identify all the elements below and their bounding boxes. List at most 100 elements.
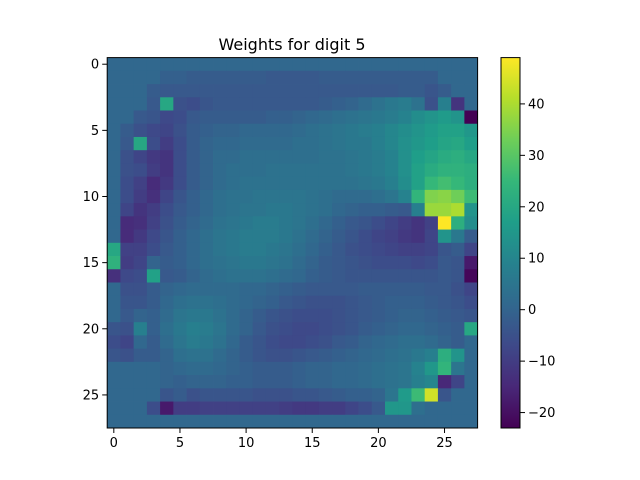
heatmap-cell (305, 242, 320, 257)
heatmap-cell (345, 308, 359, 323)
heatmap-cell (385, 242, 399, 257)
heatmap-cell (213, 308, 227, 323)
heatmap-cell (252, 70, 267, 85)
heatmap-cell (160, 401, 174, 416)
heatmap-cell (226, 308, 240, 323)
heatmap-cell (120, 269, 135, 283)
heatmap-cell (133, 229, 148, 244)
heatmap-cell (292, 123, 307, 138)
heatmap-cell (265, 70, 280, 85)
x-tick-label: 0 (110, 436, 118, 451)
heatmap-cell (120, 401, 135, 416)
heatmap-cell (279, 123, 293, 138)
heatmap-cell (292, 388, 307, 402)
heatmap-cell (424, 216, 439, 230)
heatmap-cell (213, 388, 227, 402)
heatmap-cell (226, 375, 240, 389)
heatmap-cell (265, 136, 280, 151)
heatmap-cell (279, 57, 293, 72)
heatmap-cell (451, 163, 465, 178)
heatmap-cell (160, 70, 174, 85)
heatmap-cell (107, 308, 121, 323)
heatmap-cell (451, 176, 465, 191)
heatmap-cell (318, 282, 333, 297)
heatmap-cell (411, 256, 426, 270)
heatmap-cell (279, 282, 293, 297)
heatmap-cell (252, 242, 267, 257)
heatmap-cell (437, 308, 452, 323)
heatmap-cell (411, 110, 426, 125)
heatmap-cell (226, 150, 240, 164)
heatmap-cell (345, 375, 359, 389)
heatmap-cell (437, 295, 452, 310)
heatmap-cell (279, 242, 293, 257)
heatmap-cell (292, 176, 307, 191)
colorbar-tick-label: 30 (528, 149, 545, 164)
heatmap-cell (146, 295, 161, 310)
heatmap-cell (199, 335, 214, 350)
heatmap-cell (292, 414, 307, 429)
heatmap-cell (120, 414, 135, 429)
colorbar (501, 57, 520, 428)
heatmap-cell (133, 176, 148, 191)
heatmap-cell (411, 229, 426, 244)
heatmap-cell (252, 84, 267, 98)
heatmap-cell (464, 322, 478, 336)
heatmap-cell (146, 97, 161, 111)
heatmap-cell (411, 282, 426, 297)
heatmap-cell (239, 401, 254, 416)
heatmap-cell (332, 110, 346, 125)
heatmap-cell (332, 84, 346, 98)
heatmap-cell (358, 57, 373, 72)
heatmap-cell (345, 335, 359, 350)
heatmap-cell (199, 388, 214, 402)
heatmap-cell (318, 163, 333, 178)
heatmap-cell (464, 57, 478, 72)
heatmap-cell (345, 136, 359, 151)
heatmap-cell (318, 203, 333, 217)
x-tick-label: 20 (370, 436, 387, 451)
heatmap-cell (173, 203, 187, 217)
heatmap-cell (371, 308, 386, 323)
heatmap-cell (345, 256, 359, 270)
heatmap-cell (385, 348, 399, 363)
heatmap-cell (199, 176, 214, 191)
heatmap-cell (332, 335, 346, 350)
heatmap-cell (239, 256, 254, 270)
heatmap-cell (437, 136, 452, 151)
heatmap-cell (265, 229, 280, 244)
heatmap-cell (265, 150, 280, 164)
heatmap-cell (332, 189, 346, 204)
heatmap-cell (226, 322, 240, 336)
heatmap-cell (371, 110, 386, 125)
heatmap-cell (252, 163, 267, 178)
heatmap-cell (226, 136, 240, 151)
heatmap-cell (120, 203, 135, 217)
y-tick-label: 15 (83, 256, 100, 271)
heatmap-cell (133, 282, 148, 297)
heatmap-cell (332, 414, 346, 429)
heatmap-cell (226, 401, 240, 416)
heatmap-cell (424, 322, 439, 336)
heatmap-cell (107, 401, 121, 416)
heatmap-cell (358, 242, 373, 257)
heatmap-cell (332, 136, 346, 151)
heatmap-cell (385, 176, 399, 191)
heatmap-cell (345, 176, 359, 191)
heatmap-cell (385, 150, 399, 164)
heatmap-cell (437, 401, 452, 416)
heatmap-cell (226, 203, 240, 217)
heatmap-cell (120, 282, 135, 297)
heatmap-cell (385, 84, 399, 98)
heatmap-cell (279, 348, 293, 363)
heatmap-cell (464, 256, 478, 270)
heatmap-cell (398, 123, 412, 138)
heatmap-cell (160, 269, 174, 283)
heatmap-cell (398, 361, 412, 376)
heatmap-cell (199, 110, 214, 125)
heatmap-cell (411, 123, 426, 138)
heatmap-cell (464, 269, 478, 283)
heatmap-cell (318, 229, 333, 244)
heatmap-cell (279, 110, 293, 125)
